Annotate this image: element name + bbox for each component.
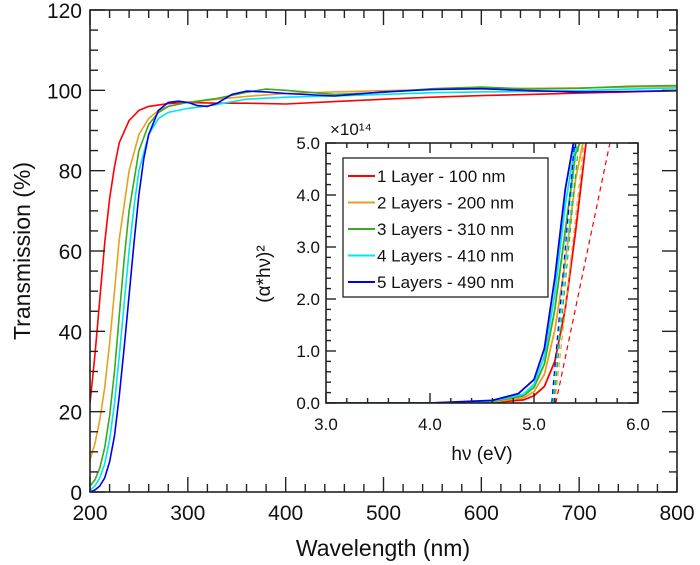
legend-label-2: 2 Layers - 200 nm [377, 194, 514, 213]
main-y-tick-label: 60 [59, 241, 82, 264]
main-series-group [90, 84, 677, 492]
inset-y-tick-label: 2.0 [296, 290, 320, 309]
y-axis-title: Transmission (%) [9, 162, 35, 340]
main-x-tick-label: 800 [659, 502, 694, 525]
x-axis-title: Wavelength (nm) [296, 535, 470, 561]
inset-y-multiplier: ×10¹⁴ [330, 120, 372, 139]
legend: 1 Layer - 100 nm 2 Layers - 200 nm 3 Layer… [342, 157, 549, 298]
inset-y-tick-label: 4.0 [296, 186, 320, 205]
inset-x-tick-label: 5.0 [522, 415, 546, 434]
legend-box [342, 157, 549, 298]
inset-x-axis-title: hν (eV) [451, 444, 512, 465]
main-y-tick-label: 0 [70, 482, 82, 505]
legend-label-1: 1 Layer - 100 nm [377, 167, 506, 186]
inset-y-tick-label: 1.0 [296, 342, 320, 361]
main-y-tick-label: 80 [59, 161, 82, 184]
main-plot: 200 300 400 500 600 700 800 0 20 40 60 80 100 120 Wav… [9, 0, 695, 561]
inset-fit-line-5 [551, 143, 576, 403]
legend-label-4: 4 Layers - 410 nm [377, 247, 514, 266]
legend-label-3: 3 Layers - 310 nm [377, 220, 514, 239]
main-x-tick-label: 200 [72, 502, 107, 525]
main-y-tick-label: 40 [59, 321, 82, 344]
inset-x-tick-label: 6.0 [626, 415, 650, 434]
legend-label-5: 5 Layers - 490 nm [377, 273, 514, 292]
inset-x-tick-label: 4.0 [418, 415, 442, 434]
main-y-tick-label: 100 [47, 80, 82, 103]
inset-frame [325, 142, 639, 404]
inset-y-tick-label: 3.0 [296, 238, 320, 257]
main-series-line-4 [90, 87, 677, 491]
inset-plot: 3.0 4.0 5.0 6.0 0.0 1.0 2.0 3.0 4.0 5.0 hν (eV) (… [254, 120, 650, 465]
main-y-tick-label: 120 [47, 0, 82, 23]
inset-y-tick-label: 0.0 [296, 394, 320, 413]
inset-x-tick-label: 3.0 [314, 415, 338, 434]
main-series-line-5 [90, 87, 677, 492]
main-y-tick-label: 20 [59, 402, 82, 425]
inset-axes: 3.0 4.0 5.0 6.0 0.0 1.0 2.0 3.0 4.0 5.0 [296, 134, 649, 434]
main-x-tick-label: 600 [464, 502, 499, 525]
main-x-tick-label: 700 [562, 502, 597, 525]
inset-fit-line-2 [554, 143, 585, 403]
inset-fit-line-3 [553, 143, 580, 403]
inset-fit-line-4 [552, 143, 578, 403]
main-x-tick-label: 300 [170, 502, 205, 525]
inset-y-tick-label: 5.0 [296, 134, 320, 153]
main-series-line-3 [90, 84, 677, 487]
inset-y-axis-title: (α*hν)² [254, 245, 275, 302]
main-x-tick-label: 400 [268, 502, 303, 525]
main-axes: 200 300 400 500 600 700 800 0 20 40 60 80 100 120 [47, 0, 695, 525]
main-x-tick-label: 500 [366, 502, 401, 525]
